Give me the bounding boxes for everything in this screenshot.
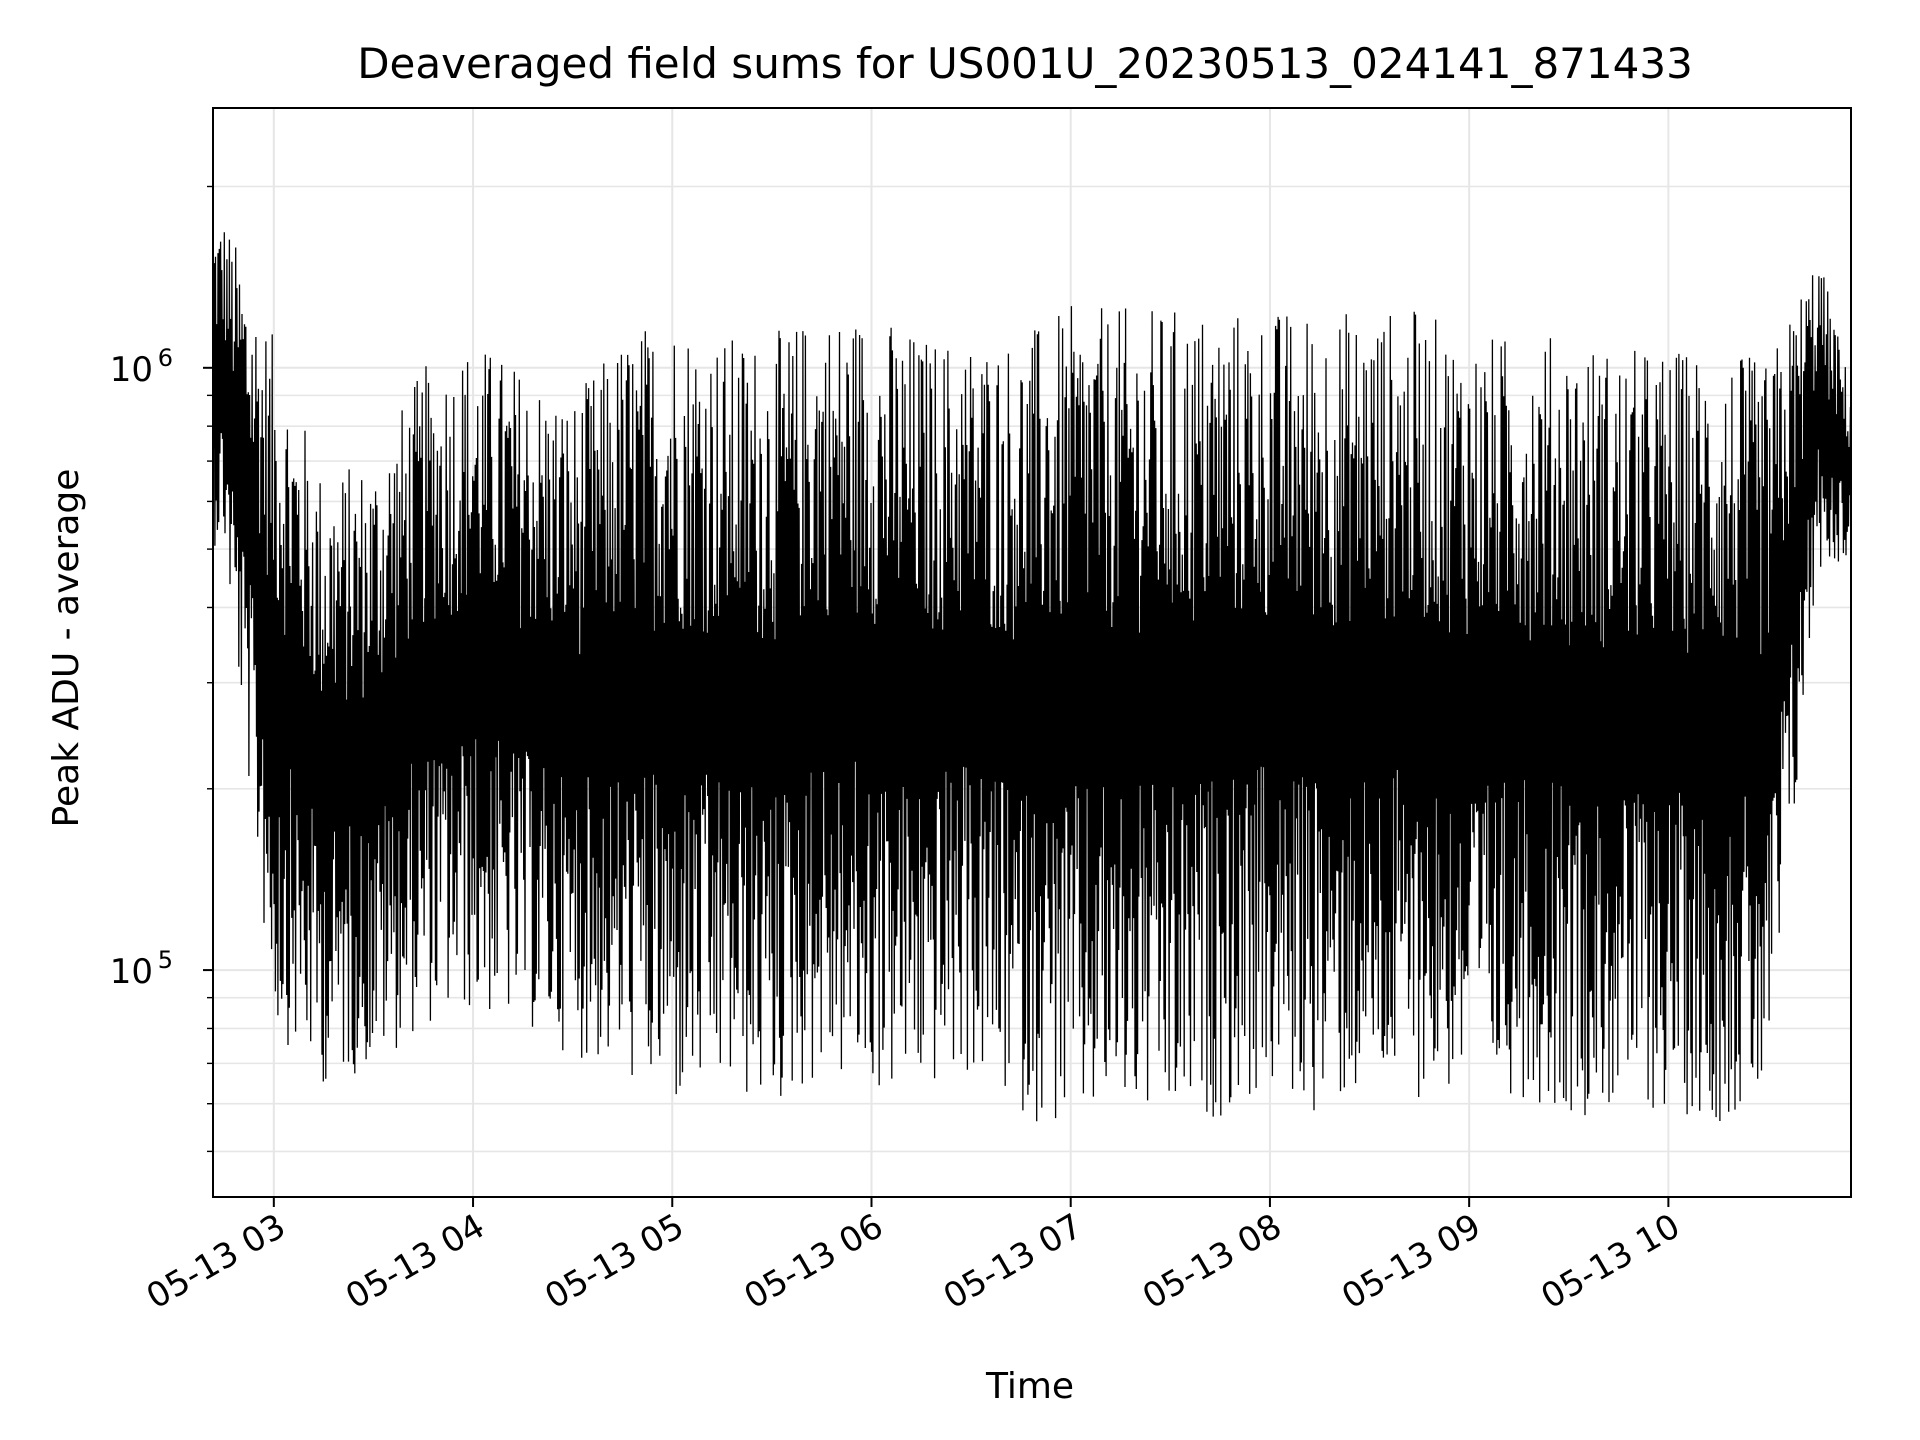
series-line (213, 232, 1851, 1122)
axes-frame (212, 107, 1852, 1198)
x-axis-label: Time (985, 1366, 1074, 1407)
plot-area (213, 232, 1851, 1122)
y-tick-label: 10 (110, 350, 153, 390)
chart-title: Deaveraged field sums for US001U_2023051… (357, 39, 1693, 88)
y-tick-label-exponent: 5 (158, 946, 173, 974)
y-tick-label-exponent: 6 (158, 344, 173, 372)
y-tick-label: 10 (110, 952, 153, 992)
y-axis-label: Peak ADU - average (46, 469, 87, 828)
